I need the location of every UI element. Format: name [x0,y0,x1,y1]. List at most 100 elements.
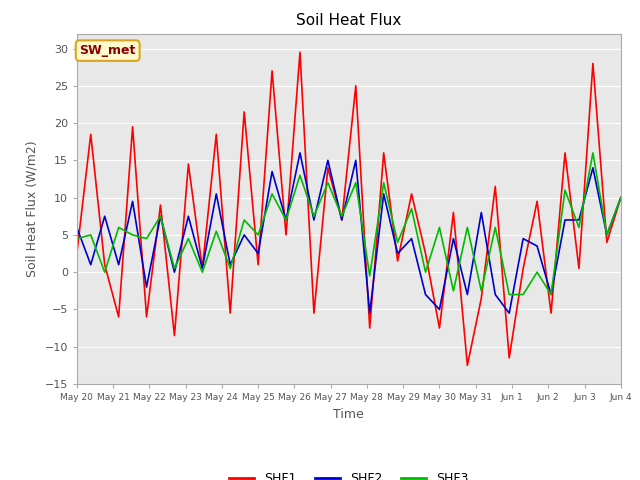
SHF1 [589,60,596,66]
SHF1 [366,325,374,331]
Legend: SHF1, SHF2, SHF3: SHF1, SHF2, SHF3 [224,467,474,480]
SHF3 [519,292,527,298]
SHF1 [87,132,95,137]
SHF3 [352,180,360,186]
SHF2 [184,214,192,219]
SHF1 [184,161,192,167]
SHF2 [157,214,164,219]
SHF1 [352,83,360,89]
SHF3 [366,273,374,279]
SHF2 [561,217,569,223]
Y-axis label: Soil Heat Flux (W/m2): Soil Heat Flux (W/m2) [26,141,39,277]
SHF3 [533,269,541,275]
SHF1 [463,362,471,368]
SHF3 [87,232,95,238]
SHF1 [603,240,611,245]
SHF1 [241,109,248,115]
SHF1 [101,262,109,267]
SHF2 [603,232,611,238]
SHF1 [171,333,179,338]
SHF2 [73,225,81,230]
SHF3 [338,214,346,219]
SHF2 [506,310,513,316]
SHF1 [449,210,457,216]
SHF1 [115,314,122,320]
SHF1 [617,195,625,201]
SHF1 [561,150,569,156]
SHF2 [589,165,596,171]
SHF2 [352,157,360,163]
SHF3 [617,195,625,201]
SHF1 [310,310,318,316]
SHF3 [575,225,583,230]
SHF2 [492,292,499,298]
SHF3 [227,265,234,271]
SHF2 [198,265,206,271]
SHF2 [338,217,346,223]
SHF3 [241,217,248,223]
SHF1 [408,191,415,197]
SHF1 [324,165,332,171]
SHF3 [115,225,122,230]
SHF3 [422,269,429,275]
SHF2 [408,236,415,241]
SHF2 [575,217,583,223]
SHF3 [212,228,220,234]
SHF3 [436,225,444,230]
SHF3 [171,265,179,271]
SHF1 [282,232,290,238]
SHF1 [254,262,262,267]
SHF2 [449,236,457,241]
Line: SHF3: SHF3 [77,153,621,295]
SHF3 [73,236,81,241]
SHF2 [129,198,136,204]
SHF2 [547,292,555,298]
SHF3 [143,236,150,241]
SHF1 [268,68,276,74]
SHF2 [617,195,625,201]
SHF1 [129,124,136,130]
SHF2 [477,210,485,216]
SHF1 [73,251,81,256]
SHF3 [324,180,332,186]
SHF2 [254,251,262,256]
SHF3 [198,269,206,275]
SHF1 [380,150,387,156]
SHF2 [324,157,332,163]
SHF1 [477,295,485,301]
SHF2 [436,307,444,312]
SHF2 [101,214,109,219]
SHF2 [227,262,234,267]
SHF3 [463,225,471,230]
SHF2 [519,236,527,241]
SHF3 [380,180,387,186]
SHF2 [282,217,290,223]
SHF3 [282,217,290,223]
SHF3 [408,206,415,212]
SHF1 [198,265,206,271]
SHF1 [533,198,541,204]
SHF3 [561,187,569,193]
SHF3 [184,236,192,241]
SHF2 [310,217,318,223]
SHF3 [394,240,401,245]
SHF1 [575,265,583,271]
SHF3 [492,225,499,230]
SHF3 [254,232,262,238]
X-axis label: Time: Time [333,408,364,420]
SHF2 [422,292,429,298]
SHF2 [463,292,471,298]
SHF1 [422,251,429,256]
SHF3 [477,288,485,294]
Title: Soil Heat Flux: Soil Heat Flux [296,13,401,28]
SHF3 [296,172,304,178]
SHF2 [143,284,150,290]
SHF3 [129,232,136,238]
SHF3 [310,214,318,219]
SHF1 [492,183,499,189]
SHF1 [157,202,164,208]
SHF1 [227,310,234,316]
SHF2 [115,262,122,267]
SHF3 [506,292,513,298]
SHF1 [436,325,444,331]
